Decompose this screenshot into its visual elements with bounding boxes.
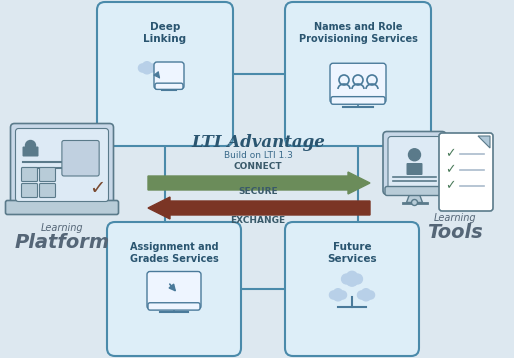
Circle shape bbox=[346, 271, 358, 282]
Text: CONNECT: CONNECT bbox=[234, 162, 282, 171]
Text: ✓: ✓ bbox=[445, 147, 455, 160]
FancyBboxPatch shape bbox=[407, 163, 423, 175]
Text: ✓: ✓ bbox=[445, 179, 455, 193]
Text: ✓: ✓ bbox=[445, 164, 455, 176]
FancyBboxPatch shape bbox=[148, 303, 200, 310]
FancyBboxPatch shape bbox=[97, 2, 233, 146]
Text: Learning: Learning bbox=[41, 223, 83, 232]
Text: Assignment and
Grades Services: Assignment and Grades Services bbox=[130, 242, 218, 263]
Circle shape bbox=[361, 291, 371, 301]
FancyArrow shape bbox=[148, 197, 370, 219]
Text: Names and Role
Provisioning Services: Names and Role Provisioning Services bbox=[299, 22, 417, 44]
FancyBboxPatch shape bbox=[10, 124, 114, 207]
Circle shape bbox=[334, 289, 342, 298]
Circle shape bbox=[329, 291, 338, 299]
FancyBboxPatch shape bbox=[147, 271, 201, 309]
Text: Platform: Platform bbox=[14, 232, 109, 252]
FancyBboxPatch shape bbox=[285, 2, 431, 146]
FancyBboxPatch shape bbox=[40, 168, 56, 182]
Circle shape bbox=[142, 62, 152, 71]
Text: ✓: ✓ bbox=[89, 179, 106, 198]
Circle shape bbox=[353, 274, 362, 284]
FancyArrow shape bbox=[148, 172, 370, 194]
FancyBboxPatch shape bbox=[331, 97, 385, 104]
Circle shape bbox=[148, 64, 156, 72]
Text: Build on LTI 1.3: Build on LTI 1.3 bbox=[224, 150, 292, 160]
Circle shape bbox=[412, 199, 417, 205]
FancyBboxPatch shape bbox=[107, 222, 241, 356]
Circle shape bbox=[333, 291, 343, 301]
Polygon shape bbox=[407, 194, 423, 203]
Text: EXCHANGE: EXCHANGE bbox=[230, 216, 286, 225]
Circle shape bbox=[338, 291, 346, 299]
FancyBboxPatch shape bbox=[40, 184, 56, 198]
Circle shape bbox=[26, 140, 35, 150]
Circle shape bbox=[346, 274, 358, 286]
FancyBboxPatch shape bbox=[330, 63, 386, 103]
Circle shape bbox=[138, 64, 146, 72]
Circle shape bbox=[366, 291, 375, 299]
Circle shape bbox=[361, 289, 371, 298]
FancyBboxPatch shape bbox=[155, 83, 183, 90]
FancyBboxPatch shape bbox=[6, 200, 119, 214]
Text: Future
Services: Future Services bbox=[327, 242, 377, 263]
Circle shape bbox=[409, 149, 420, 161]
Circle shape bbox=[142, 64, 152, 74]
FancyBboxPatch shape bbox=[388, 136, 441, 189]
FancyBboxPatch shape bbox=[383, 131, 446, 194]
Text: Deep
Linking: Deep Linking bbox=[143, 22, 187, 44]
Polygon shape bbox=[478, 136, 490, 148]
FancyBboxPatch shape bbox=[62, 140, 99, 176]
FancyBboxPatch shape bbox=[439, 133, 493, 211]
FancyBboxPatch shape bbox=[22, 184, 38, 198]
FancyBboxPatch shape bbox=[385, 187, 444, 195]
Text: LTI Advantage: LTI Advantage bbox=[191, 134, 325, 150]
Text: Learning: Learning bbox=[434, 213, 476, 223]
Text: SECURE: SECURE bbox=[238, 187, 278, 196]
FancyBboxPatch shape bbox=[23, 146, 39, 156]
FancyBboxPatch shape bbox=[22, 168, 38, 182]
Circle shape bbox=[357, 291, 365, 299]
FancyBboxPatch shape bbox=[154, 62, 184, 89]
FancyBboxPatch shape bbox=[15, 129, 108, 202]
Text: Tools: Tools bbox=[427, 223, 483, 242]
FancyBboxPatch shape bbox=[285, 222, 419, 356]
Circle shape bbox=[341, 274, 352, 284]
